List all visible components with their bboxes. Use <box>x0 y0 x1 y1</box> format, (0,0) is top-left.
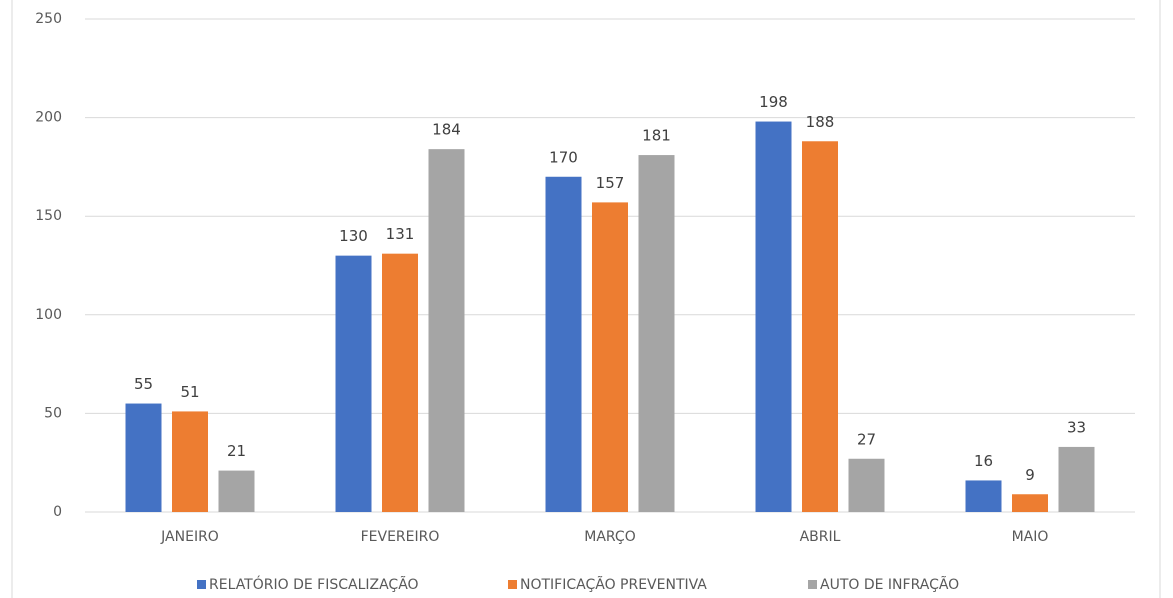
bar <box>638 155 675 512</box>
data-label: 9 <box>1025 466 1035 484</box>
bar <box>382 253 418 512</box>
y-tick-label: 50 <box>44 405 62 421</box>
y-tick-label: 250 <box>35 11 62 27</box>
data-label: 55 <box>134 375 153 393</box>
bar <box>755 121 792 512</box>
data-label: 27 <box>857 430 876 448</box>
data-label: 51 <box>180 383 199 401</box>
bar <box>428 149 465 513</box>
x-tick-label: JANEIRO <box>160 529 219 545</box>
data-label: 33 <box>1067 418 1086 436</box>
y-tick-label: 150 <box>35 208 62 224</box>
data-label: 21 <box>227 442 246 460</box>
y-tick-label: 200 <box>35 110 62 126</box>
y-tick-label: 100 <box>35 307 62 323</box>
legend-label: NOTIFICAÇÃO PREVENTIVA <box>520 576 707 593</box>
bar <box>1058 446 1095 512</box>
legend-swatch <box>808 580 817 589</box>
data-label: 157 <box>596 174 625 192</box>
bar <box>802 141 838 512</box>
x-tick-label: MAIO <box>1012 529 1049 545</box>
chart-frame <box>11 0 1161 598</box>
data-label: 198 <box>759 93 788 111</box>
bar <box>125 403 162 512</box>
bar <box>335 255 372 512</box>
data-label: 130 <box>339 227 368 245</box>
legend-label: RELATÓRIO DE FISCALIZAÇÃO <box>209 575 419 593</box>
y-tick-label: 0 <box>53 504 62 520</box>
legend-swatch <box>508 580 517 589</box>
x-tick-label: MARÇO <box>584 529 635 545</box>
x-tick-label: ABRIL <box>800 529 841 545</box>
data-label: 181 <box>642 127 671 145</box>
legend-label: AUTO DE INFRAÇÃO <box>820 576 959 593</box>
bar <box>965 480 1002 512</box>
x-tick-label: FEVEREIRO <box>361 529 440 545</box>
data-label: 188 <box>806 113 835 131</box>
bar <box>848 458 885 512</box>
data-label: 184 <box>432 121 461 139</box>
legend-swatch <box>197 580 206 589</box>
bar <box>172 411 208 512</box>
bar <box>1012 494 1048 512</box>
bar <box>218 470 255 512</box>
data-label: 170 <box>549 148 578 166</box>
bar <box>592 202 628 512</box>
bar <box>545 176 582 512</box>
data-label: 16 <box>974 452 993 470</box>
data-label: 131 <box>386 225 415 243</box>
